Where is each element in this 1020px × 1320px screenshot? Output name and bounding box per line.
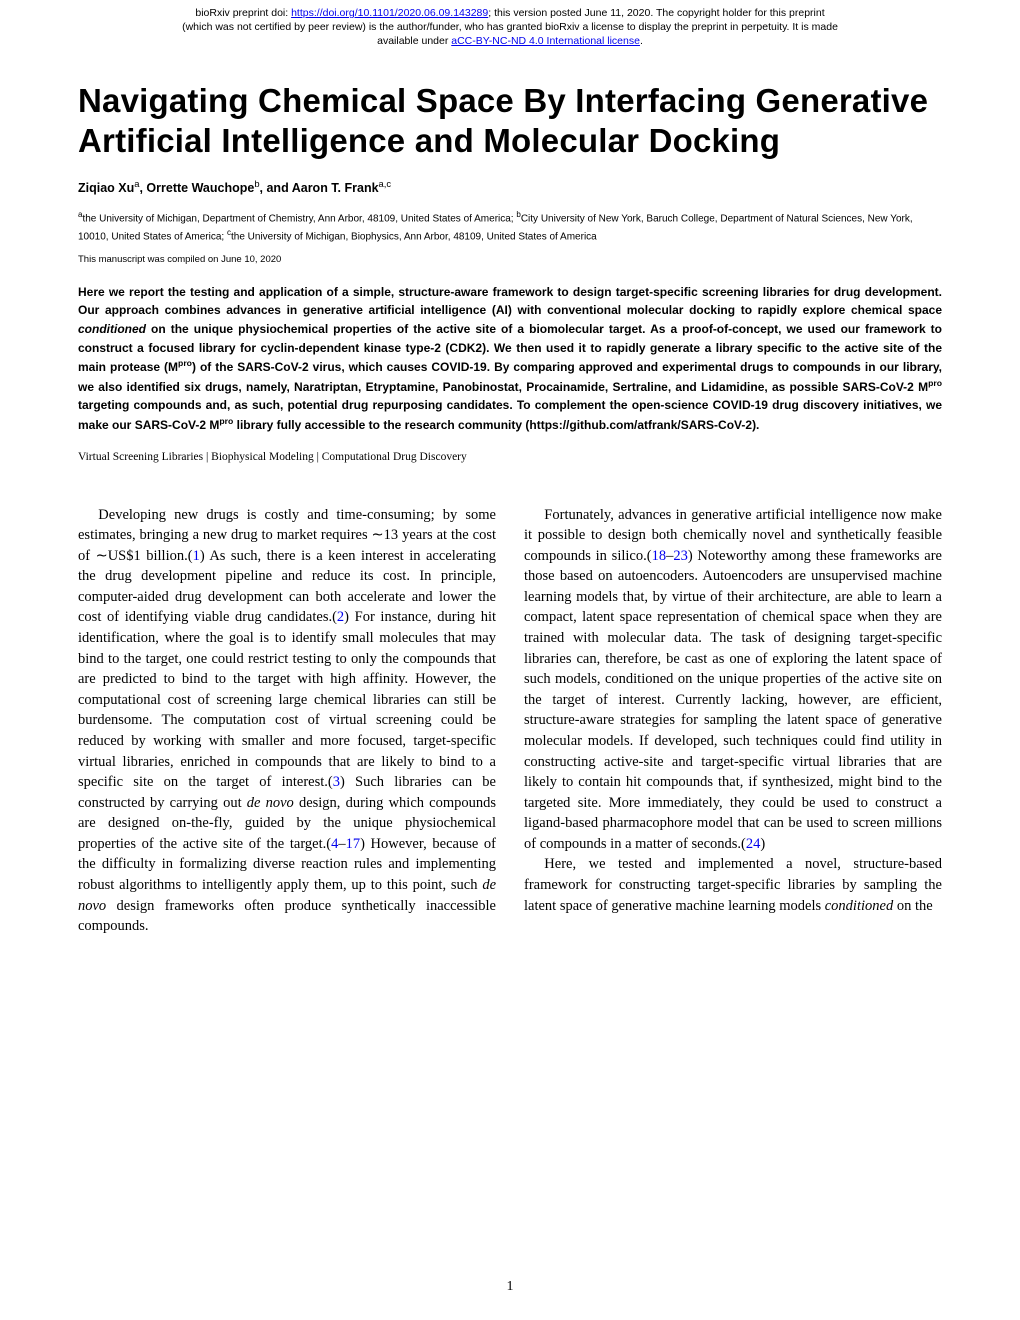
body-paragraph: Here, we tested and implemented a novel,…: [524, 854, 942, 916]
affiliations: athe University of Michigan, Department …: [78, 209, 942, 244]
italic-term: de novo: [247, 795, 294, 811]
citation-ref[interactable]: 18: [652, 548, 667, 564]
abstract-text: library fully accessible to the research…: [233, 418, 759, 432]
page-content: Navigating Chemical Space By Interfacing…: [0, 53, 1020, 977]
abstract: Here we report the testing and applicati…: [78, 283, 942, 435]
italic-term: conditioned: [825, 898, 893, 914]
abstract-sup: pro: [178, 358, 192, 368]
author-name: Orrette Wauchope: [146, 181, 254, 195]
affil-text: the University of Michigan, Department o…: [82, 214, 516, 225]
abstract-emphasis: conditioned: [78, 322, 146, 336]
body-paragraph: Fortunately, advances in generative arti…: [524, 505, 942, 855]
abstract-sup: pro: [219, 416, 233, 426]
citation-ref[interactable]: 23: [673, 548, 688, 564]
author-affil-sup: a,c: [379, 179, 392, 189]
abstract-sup: pro: [928, 378, 942, 388]
keywords: Virtual Screening Libraries | Biophysica…: [78, 451, 942, 463]
preprint-banner: bioRxiv preprint doi: https://doi.org/10…: [0, 0, 1020, 53]
body-text: Developing new drugs is costly and time-…: [78, 505, 942, 937]
abstract-text: ) of the SARS-CoV-2 virus, which causes …: [78, 360, 942, 394]
citation-ref[interactable]: 1: [193, 548, 200, 564]
preprint-text: .: [640, 35, 643, 47]
citation-ref[interactable]: 17: [346, 836, 361, 852]
author-name: Aaron T. Frank: [292, 181, 379, 195]
body-paragraph: Developing new drugs is costly and time-…: [78, 505, 496, 937]
preprint-text: ; this version posted June 11, 2020. The…: [488, 7, 824, 19]
paper-title: Navigating Chemical Space By Interfacing…: [78, 81, 942, 162]
preprint-text: available under: [377, 35, 451, 47]
preprint-text: (which was not certified by peer review)…: [182, 21, 838, 33]
affil-text: the University of Michigan, Biophysics, …: [231, 231, 597, 242]
author-list: Ziqiao Xua, Orrette Wauchopeb, and Aaron…: [78, 179, 942, 195]
page-number: 1: [0, 1279, 1020, 1295]
preprint-text: bioRxiv preprint doi:: [195, 7, 291, 19]
author-name: Ziqiao Xu: [78, 181, 134, 195]
compiled-date: This manuscript was compiled on June 10,…: [78, 254, 942, 265]
citation-ref[interactable]: 3: [333, 774, 340, 790]
abstract-text: Here we report the testing and applicati…: [78, 285, 942, 318]
citation-ref[interactable]: 24: [746, 836, 761, 852]
license-link[interactable]: aCC-BY-NC-ND 4.0 International license: [451, 35, 640, 47]
doi-link[interactable]: https://doi.org/10.1101/2020.06.09.14328…: [291, 7, 488, 19]
author-sep: , and: [260, 181, 292, 195]
